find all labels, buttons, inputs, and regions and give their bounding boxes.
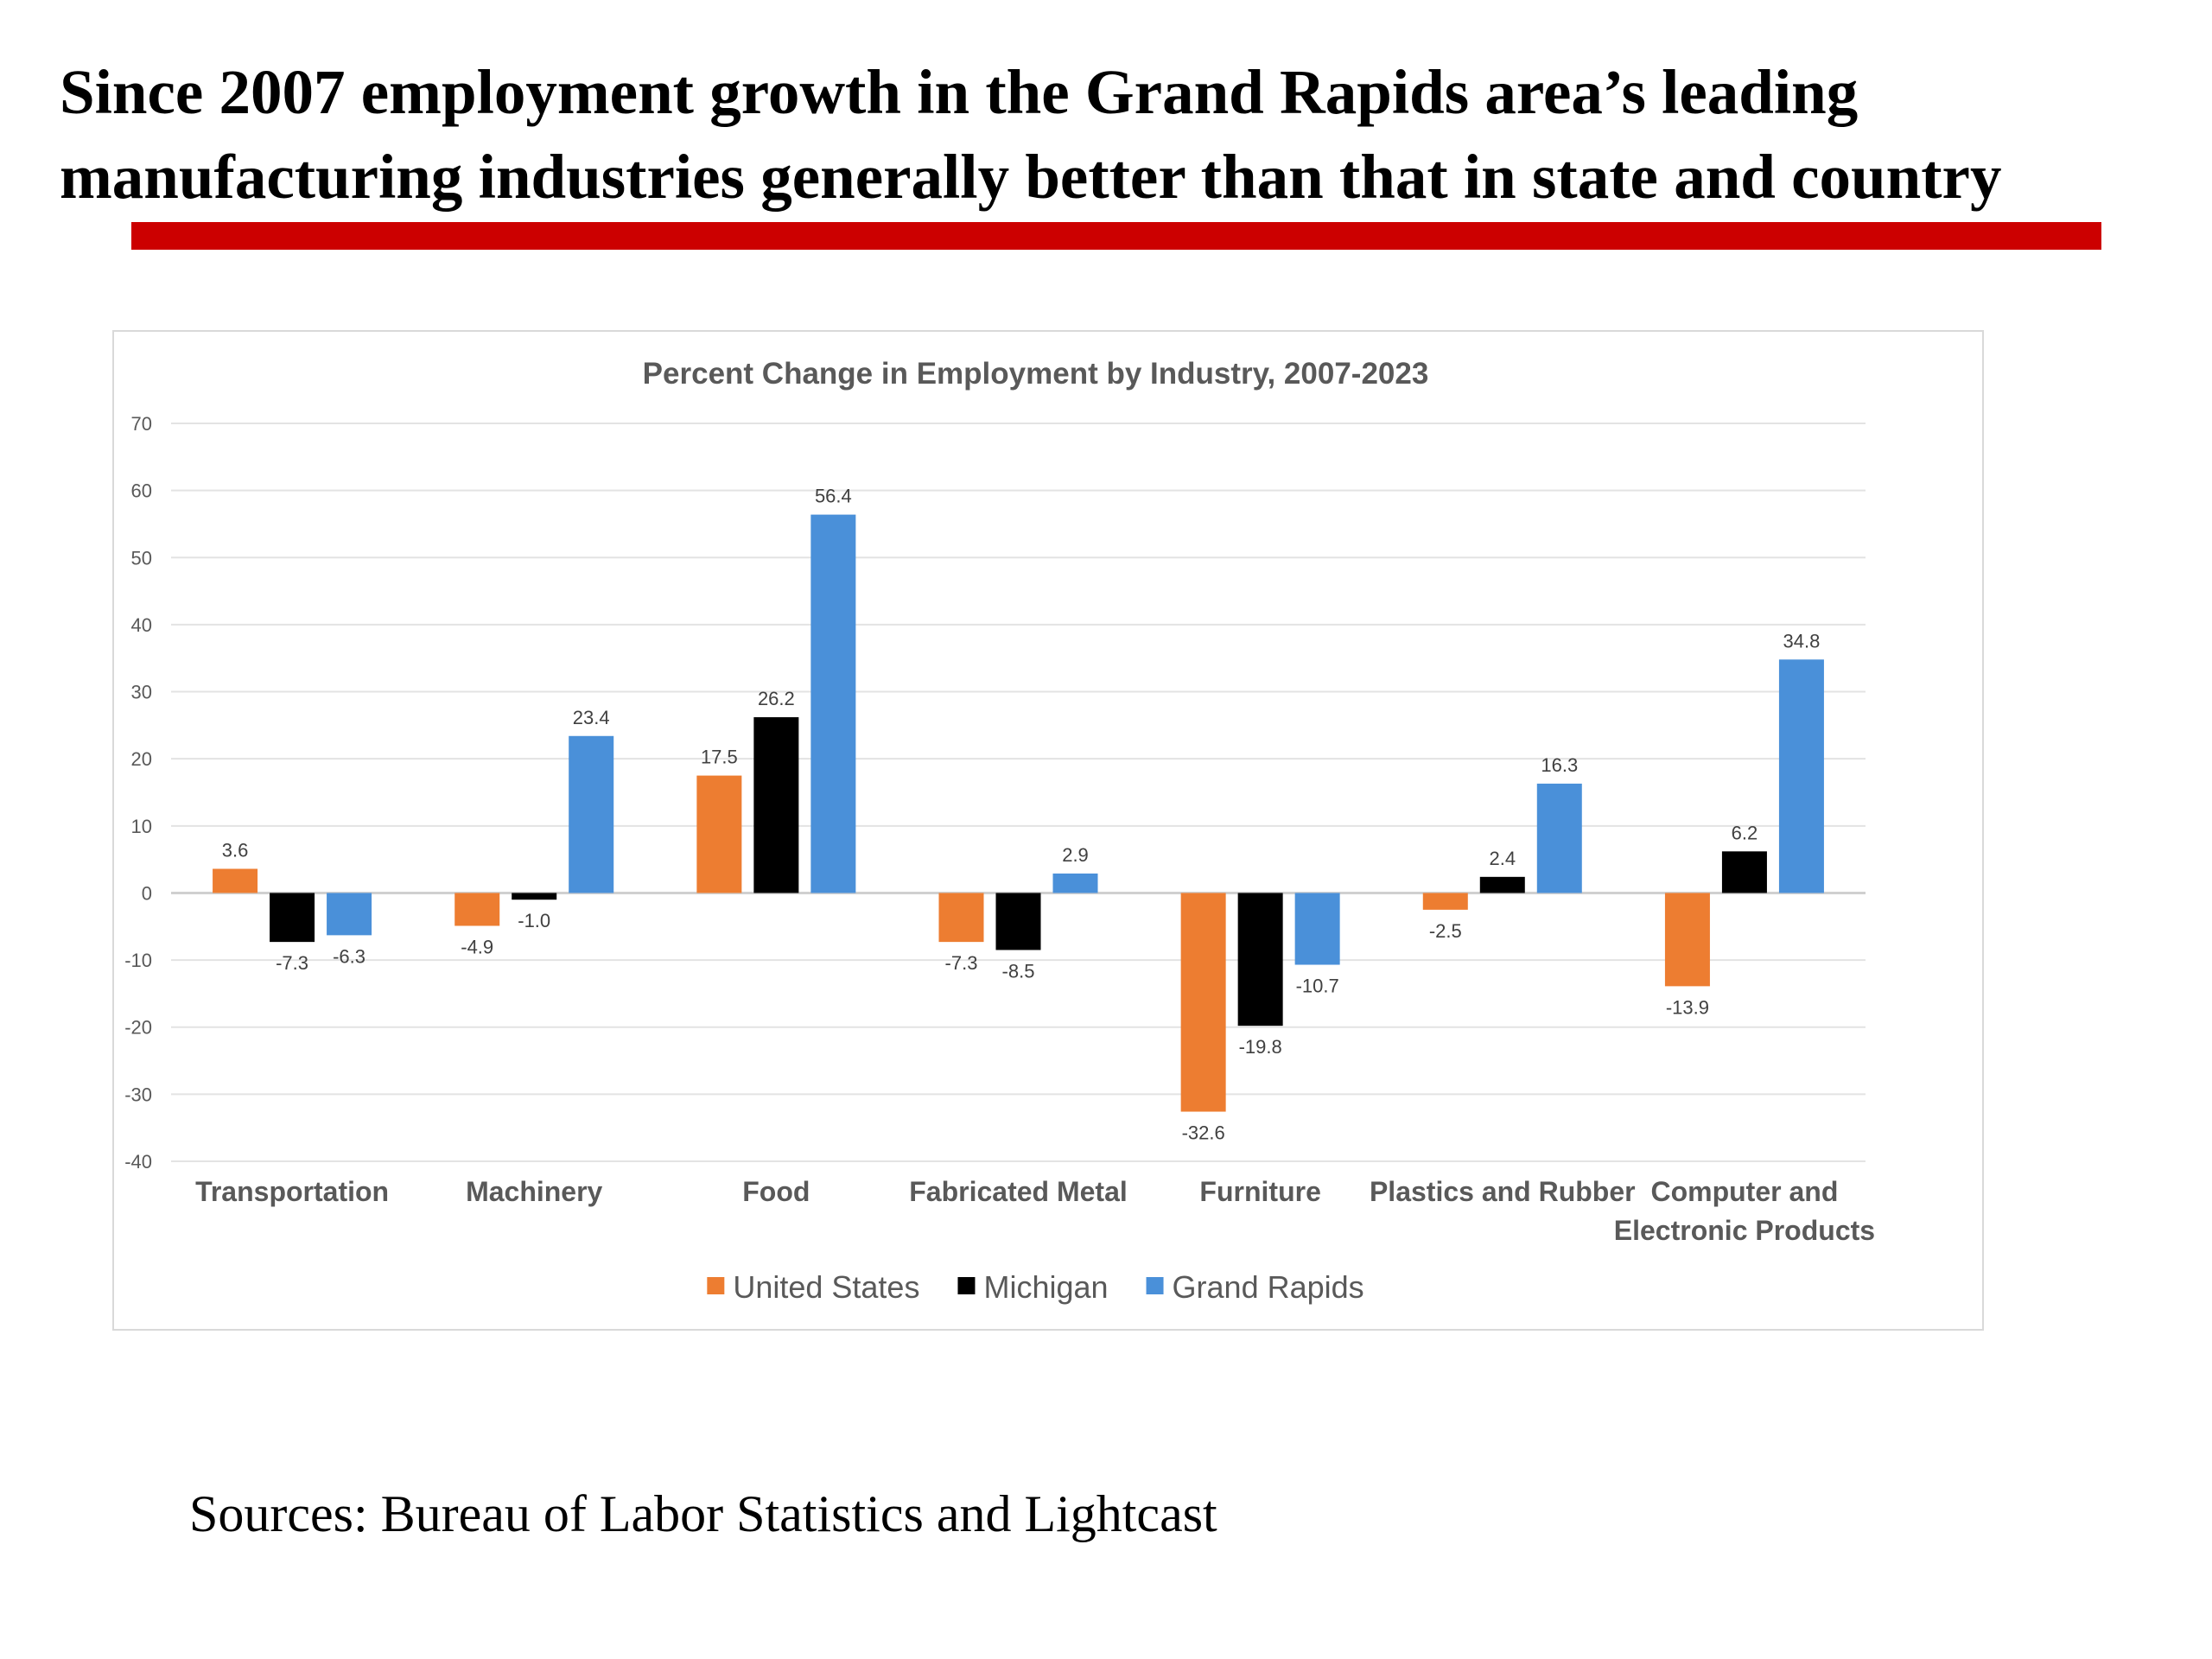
category-label: Transportation: [195, 1176, 389, 1207]
chart-text: Percent Change in Employment by Industry…: [124, 357, 1875, 1305]
bar-united-states: [1422, 893, 1468, 910]
bar-grand-rapids: [569, 735, 614, 893]
y-tick-label: 20: [131, 748, 152, 770]
y-tick-label: 10: [131, 816, 152, 837]
data-label: -32.6: [1182, 1122, 1225, 1144]
legend-label: Michigan: [983, 1269, 1108, 1305]
y-tick-label: 70: [131, 413, 152, 435]
bar-grand-rapids: [810, 514, 856, 893]
y-tick-label: 50: [131, 547, 152, 569]
data-label: -6.3: [333, 945, 365, 967]
bar-michigan: [995, 893, 1041, 950]
y-tick-label: -40: [124, 1151, 152, 1173]
bar-united-states: [1664, 893, 1710, 987]
bar-michigan: [1479, 876, 1525, 893]
data-label: -2.5: [1429, 920, 1462, 942]
chart-title: Percent Change in Employment by Industry…: [643, 357, 1429, 391]
category-label: Computer and: [1650, 1176, 1838, 1207]
category-label: Fabricated Metal: [909, 1176, 1128, 1207]
category-label: Plastics and Rubber: [1370, 1176, 1636, 1207]
bar-grand-rapids: [1052, 873, 1098, 893]
slide-title-line-2: manufacturing industries generally bette…: [60, 142, 2002, 212]
bar-united-states: [454, 893, 500, 926]
y-tick-label: 40: [131, 614, 152, 636]
slide-title: Since 2007 employment growth in the Gran…: [60, 50, 2177, 219]
y-tick-label: 30: [131, 682, 152, 703]
legend-swatch: [1146, 1277, 1164, 1294]
legend-swatch: [707, 1277, 725, 1294]
y-tick-label: 0: [142, 882, 152, 904]
data-label: 56.4: [815, 486, 852, 507]
bar-grand-rapids: [1536, 783, 1582, 893]
sources-note: Sources: Bureau of Labor Statistics and …: [189, 1485, 1217, 1542]
y-tick-label: 60: [131, 480, 152, 502]
data-label: 6.2: [1732, 822, 1758, 843]
data-label: -10.7: [1296, 976, 1339, 997]
data-label: 23.4: [573, 707, 610, 728]
gridlines: [171, 423, 1866, 1162]
legend-label: Grand Rapids: [1173, 1269, 1364, 1305]
data-label: -1.0: [518, 910, 550, 931]
bars: [213, 514, 1824, 1112]
data-label: 26.2: [758, 688, 795, 709]
bar-grand-rapids: [327, 893, 372, 936]
data-label: -19.8: [1239, 1036, 1282, 1058]
bar-michigan: [512, 893, 557, 900]
legend-swatch: [957, 1277, 976, 1294]
bar-united-states: [1180, 893, 1226, 1112]
data-label: -7.3: [945, 952, 978, 974]
bar-chart: Percent Change in Employment by Industry…: [124, 357, 1875, 1305]
data-label: 34.8: [1783, 630, 1821, 652]
category-label: Machinery: [466, 1176, 602, 1207]
bar-michigan: [1237, 893, 1283, 1027]
data-label: -4.9: [461, 936, 493, 957]
legend-label: United States: [733, 1269, 919, 1305]
category-label: Electronic Products: [1614, 1215, 1875, 1246]
data-label: -13.9: [1666, 996, 1709, 1018]
y-tick-label: -20: [124, 1017, 152, 1039]
bar-grand-rapids: [1778, 659, 1824, 893]
bar-united-states: [696, 775, 742, 893]
chart-frame: Percent Change in Employment by Industry…: [112, 330, 1984, 1331]
legend: United States Michigan Grand Rapids: [707, 1269, 1364, 1305]
y-tick-label: -10: [124, 950, 152, 971]
category-label: Food: [742, 1176, 810, 1207]
bar-michigan: [753, 717, 799, 893]
data-label: 17.5: [701, 747, 738, 768]
bar-michigan: [1721, 851, 1767, 893]
bar-michigan: [270, 893, 315, 943]
bar-united-states: [938, 893, 984, 943]
y-tick-label: -30: [124, 1084, 152, 1105]
data-label: 3.6: [222, 840, 249, 861]
data-label: 2.4: [1489, 848, 1516, 869]
data-label: -7.3: [276, 952, 308, 974]
category-label: Furniture: [1199, 1176, 1320, 1207]
data-label: 16.3: [1541, 754, 1578, 776]
data-label: -8.5: [1002, 960, 1035, 982]
bar-grand-rapids: [1294, 893, 1340, 965]
slide-title-line-1: Since 2007 employment growth in the Gran…: [60, 57, 1859, 127]
bar-united-states: [213, 868, 258, 893]
data-label: 2.9: [1062, 844, 1089, 866]
title-underline-rule: [131, 222, 2101, 250]
